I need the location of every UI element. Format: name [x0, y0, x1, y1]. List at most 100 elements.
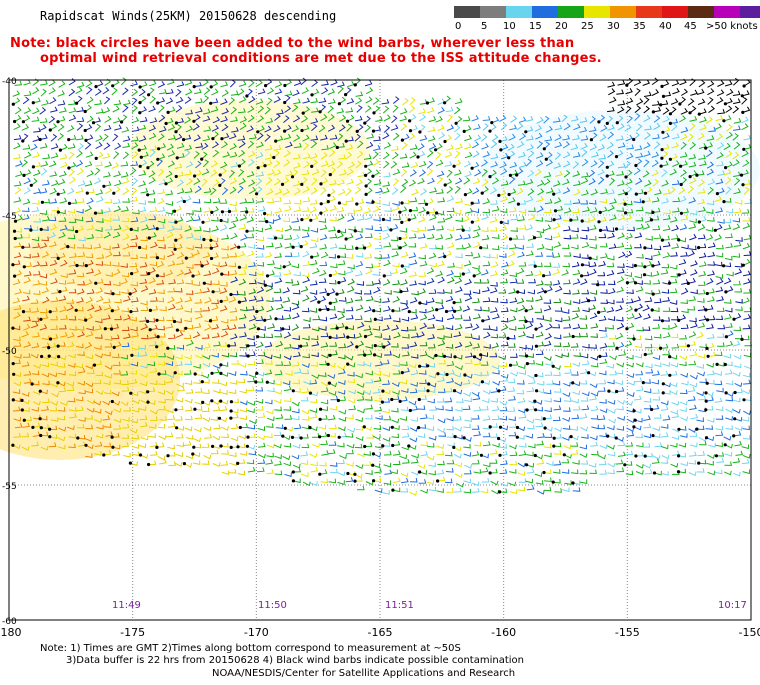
- wind-barb: [491, 205, 500, 212]
- wind-barb: [184, 317, 192, 323]
- wind-barb: [580, 199, 589, 205]
- wind-barb: [284, 225, 293, 232]
- wind-barb: [597, 415, 606, 421]
- quality-flag-dot: [461, 228, 465, 232]
- quality-flag-dot: [499, 220, 503, 224]
- wind-barb: [543, 262, 552, 267]
- wind-barb: [454, 415, 462, 421]
- quality-flag-dot: [724, 335, 729, 339]
- wind-barb: [238, 242, 247, 248]
- quality-flag-dot: [156, 335, 160, 339]
- wind-barb: [392, 362, 401, 367]
- wind-barb: [554, 488, 562, 493]
- wind-barb: [490, 333, 499, 339]
- wind-barb: [266, 97, 273, 106]
- wind-barb: [724, 313, 732, 320]
- wind-barb: [75, 396, 84, 402]
- wind-barb: [229, 324, 237, 331]
- wind-barb: [642, 304, 650, 312]
- quality-flag-dot: [11, 326, 15, 330]
- wind-barb: [212, 462, 221, 468]
- wind-barb: [662, 296, 670, 302]
- wind-barb: [131, 126, 140, 132]
- quality-flag-dot: [20, 408, 24, 412]
- wind-barb: [50, 133, 58, 142]
- wind-barb: [527, 424, 535, 430]
- wind-barb: [120, 77, 127, 86]
- wind-barb: [715, 286, 724, 293]
- wind-barb: [176, 81, 185, 88]
- wind-barb: [275, 361, 284, 366]
- wind-barb: [129, 428, 138, 434]
- quality-flag-dot: [470, 220, 474, 224]
- wind-barb: [455, 116, 463, 124]
- wind-barb: [462, 116, 471, 122]
- wind-barb: [725, 105, 733, 113]
- wind-barb: [310, 228, 319, 233]
- wind-barb: [383, 216, 391, 222]
- wind-barb: [327, 160, 336, 168]
- wind-barb: [265, 117, 274, 124]
- wind-barb: [526, 485, 535, 491]
- wind-barb: [175, 331, 184, 338]
- wind-swath: [0, 100, 760, 460]
- wind-barb: [734, 440, 742, 447]
- quality-flag-dot: [497, 436, 501, 441]
- wind-barb: [645, 349, 653, 355]
- wind-barb: [337, 133, 344, 142]
- wind-barb: [678, 259, 687, 266]
- wind-barb: [346, 197, 354, 203]
- wind-barb: [165, 190, 174, 196]
- wind-barb: [357, 361, 365, 367]
- quality-flag-dot: [84, 138, 88, 142]
- wind-barb: [555, 205, 564, 212]
- wind-barb: [590, 333, 599, 338]
- wind-barb: [300, 286, 309, 293]
- wind-barb: [652, 433, 661, 439]
- wind-barb: [489, 187, 498, 195]
- quality-flag-dot: [75, 263, 79, 268]
- quality-flag-dot: [202, 237, 206, 242]
- wind-barb: [447, 242, 455, 249]
- quality-flag-dot: [373, 344, 377, 348]
- wind-barb: [355, 295, 363, 301]
- wind-barb: [572, 278, 581, 285]
- wind-barb: [57, 363, 66, 368]
- wind-barb: [147, 160, 155, 169]
- quality-flag-dot: [85, 191, 89, 195]
- wind-barb: [31, 441, 39, 447]
- quality-flag-dot: [193, 372, 197, 376]
- wind-barb: [337, 313, 345, 320]
- wind-barb: [150, 416, 158, 421]
- wind-barb: [699, 116, 707, 123]
- wind-barb: [267, 387, 275, 393]
- wind-barb: [634, 273, 643, 279]
- quality-flag-dot: [497, 389, 501, 393]
- wind-barb: [113, 117, 121, 124]
- wind-barb: [507, 334, 516, 340]
- quality-flag-dot: [319, 407, 323, 411]
- wind-barb: [392, 151, 399, 160]
- wind-barb: [274, 207, 283, 214]
- wind-barb: [309, 379, 318, 385]
- wind-barb: [706, 461, 714, 466]
- wind-barb: [293, 98, 301, 105]
- wind-barb: [310, 97, 318, 104]
- quality-flag-dot: [209, 246, 213, 250]
- wind-barb: [76, 150, 83, 158]
- wind-barb: [282, 177, 290, 185]
- wind-barb: [311, 168, 320, 176]
- wind-barb: [103, 231, 112, 239]
- quality-flag-dot: [723, 102, 728, 106]
- wind-barb: [444, 178, 453, 186]
- wind-barb: [391, 204, 400, 212]
- wind-barb: [103, 124, 112, 131]
- wind-barb: [581, 254, 589, 259]
- wind-barb: [651, 159, 659, 168]
- wind-barb: [427, 97, 435, 104]
- wind-barb: [365, 404, 373, 410]
- wind-barb: [734, 268, 743, 275]
- quality-flag-dot: [236, 461, 240, 465]
- wind-barb: [310, 187, 318, 195]
- wind-barb: [319, 288, 328, 294]
